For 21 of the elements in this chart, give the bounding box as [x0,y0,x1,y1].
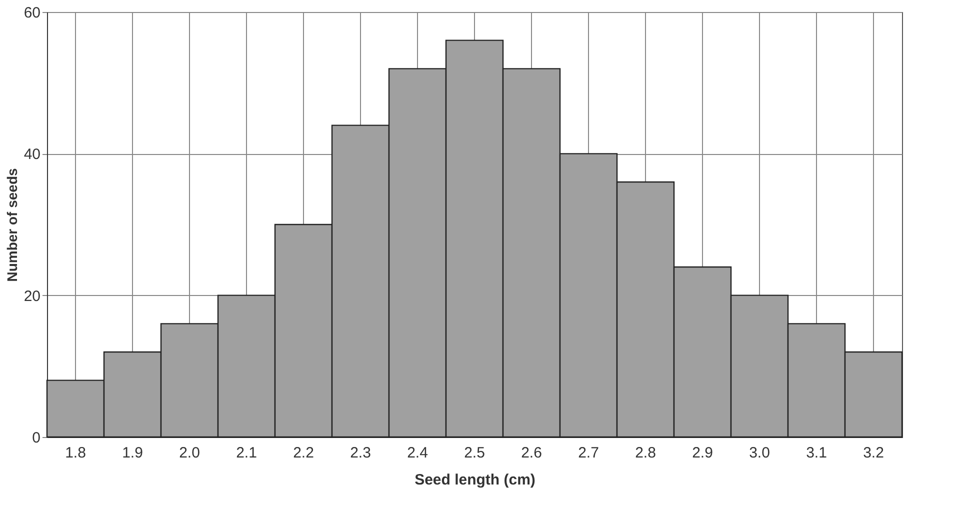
y-axis-title: Number of seeds [4,168,20,282]
x-tick-label: 2.6 [521,444,542,462]
x-tick-label: 3.0 [749,444,770,462]
x-tick-label: 2.1 [236,444,257,462]
x-tick-label: 3.2 [863,444,884,462]
x-tick-label: 2.2 [293,444,314,462]
x-tick-label: 2.8 [635,444,656,462]
x-axis-title: Seed length (cm) [414,472,536,488]
x-tick-label: 2.5 [464,444,485,462]
x-tick-label: 2.7 [578,444,599,462]
x-tick-label: 2.9 [692,444,713,462]
y-tick-label: 60 [24,4,40,22]
x-tick-label: 2.0 [179,444,200,462]
x-tick-label: 1.8 [65,444,86,462]
x-tick-label: 1.9 [122,444,143,462]
x-tick-label: 3.1 [806,444,827,462]
x-tick-label: 2.4 [407,444,428,462]
y-tick-label: 20 [24,288,40,305]
x-tick-label: 2.3 [350,444,371,462]
y-tick-label: 0 [32,430,40,446]
y-tick-label: 40 [24,146,40,164]
